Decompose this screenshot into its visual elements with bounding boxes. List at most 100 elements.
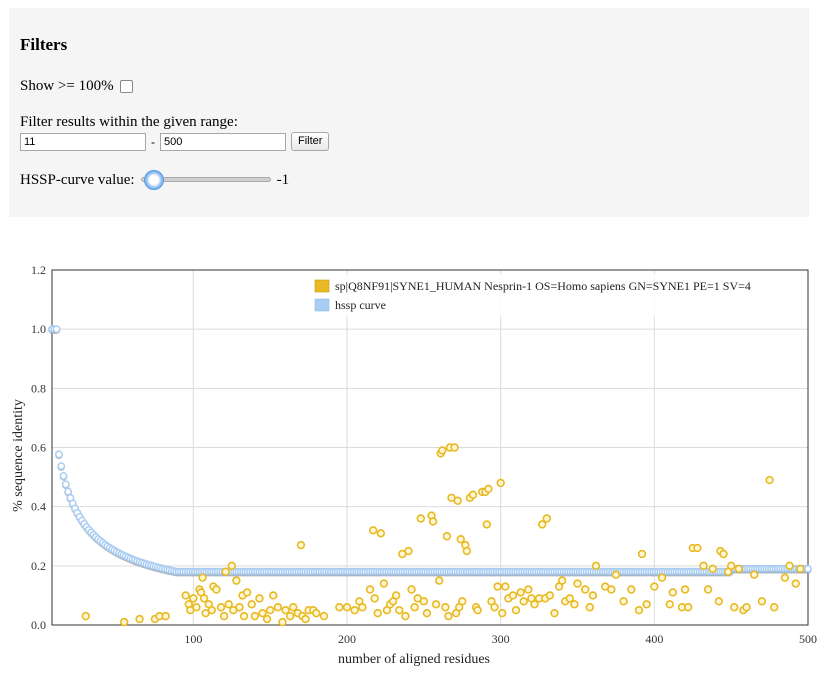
nesprin-point <box>281 606 290 615</box>
nesprin-point <box>368 526 378 535</box>
range-max-input[interactable]: 500 <box>160 132 286 151</box>
nesprin-point <box>227 561 236 571</box>
x-tick-label: 400 <box>645 632 663 646</box>
nesprin-point <box>637 549 647 559</box>
filter-button[interactable]: Filter <box>291 132 330 151</box>
nesprin-point <box>216 603 226 612</box>
y-tick-label: 0.2 <box>31 559 46 573</box>
nesprin-point <box>444 611 453 621</box>
nesprin-point <box>742 603 751 612</box>
hssp-point <box>54 450 63 459</box>
nesprin-point <box>607 585 616 594</box>
nesprin-point <box>537 520 547 529</box>
legend-label-nesprin: sp|Q8NF91|SYNE1_HUMAN Nesprin-1 OS=Homo … <box>335 279 751 293</box>
nesprin-point <box>642 600 651 609</box>
nesprin-point <box>780 573 790 582</box>
nesprin-point <box>395 606 404 615</box>
nesprin-point <box>198 573 207 582</box>
nesprin-point <box>545 591 555 600</box>
nesprin-point <box>376 529 386 538</box>
nesprin-point <box>189 594 198 603</box>
nesprin-point <box>416 514 425 523</box>
nesprin-point <box>468 490 478 500</box>
nesprin-point <box>484 484 493 494</box>
nesprin-point <box>410 603 419 612</box>
nesprin-point <box>657 573 667 582</box>
filters-panel: Filters Show >= 100% Filter results with… <box>9 8 809 217</box>
hssp-slider[interactable] <box>140 170 271 190</box>
x-axis-label: number of aligned residues <box>338 652 490 667</box>
nesprin-point <box>703 585 713 594</box>
nesprin-point <box>192 603 201 612</box>
nesprin-point <box>358 603 367 612</box>
nesprin-point <box>262 614 272 624</box>
nesprin-point <box>530 600 539 609</box>
y-axis-label: % sequence identity <box>11 399 26 512</box>
nesprin-point <box>611 570 621 579</box>
nesprin-point <box>580 585 590 594</box>
hssp-point <box>61 480 70 489</box>
nesprin-point <box>242 588 252 597</box>
nesprin-point <box>769 603 779 612</box>
nesprin-point <box>199 594 209 603</box>
nesprin-point <box>370 594 379 603</box>
nesprin-point <box>258 608 267 618</box>
nesprin-point <box>588 591 598 600</box>
hssp-slider-track[interactable] <box>140 177 271 182</box>
nesprin-point <box>719 549 728 559</box>
nesprin-point <box>565 594 575 603</box>
nesprin-point <box>699 561 708 571</box>
nesprin-point <box>404 546 413 556</box>
nesprin-point <box>219 611 229 621</box>
nesprin-point <box>285 611 295 621</box>
nesprin-point <box>422 608 432 618</box>
nesprin-point <box>120 617 129 627</box>
y-tick-label: 0.4 <box>31 500 46 514</box>
nesprin-point <box>542 514 551 523</box>
nesprin-point <box>791 579 800 588</box>
nesprin-point <box>161 611 170 621</box>
nesprin-point <box>319 611 329 621</box>
nesprin-point <box>496 478 505 488</box>
nesprin-point <box>296 540 306 550</box>
legend-box <box>308 274 805 316</box>
nesprin-point <box>365 585 375 594</box>
filters-title: Filters <box>20 35 68 54</box>
y-tick-label: 0.6 <box>31 441 46 455</box>
nesprin-point <box>335 603 344 612</box>
nesprin-point <box>796 564 805 573</box>
nesprin-point <box>431 600 441 609</box>
nesprin-point <box>680 585 690 594</box>
x-tick-label: 100 <box>184 632 202 646</box>
show-100-checkbox[interactable] <box>119 80 133 93</box>
y-tick-label: 0.8 <box>31 381 46 395</box>
identity-scatter-chart: 100 200 300 400 500 0.0 0.2 0.4 0.6 0.8 1.0 1.2 sp|Q… <box>11 263 817 667</box>
legend-label-hssp: hssp curve <box>335 298 386 312</box>
legend-swatch-nesprin <box>314 279 330 293</box>
hssp-label: HSSP-curve value: <box>20 171 135 188</box>
nesprin-point <box>627 585 636 594</box>
nesprin-point <box>570 600 579 609</box>
nesprin-point <box>511 606 521 615</box>
nesprin-point <box>441 603 450 612</box>
hssp-slider-thumb[interactable] <box>143 170 164 190</box>
nesprin-point <box>265 606 275 615</box>
nesprin-point <box>519 597 528 606</box>
nesprin-point <box>428 517 438 526</box>
x-tick-label: 500 <box>799 632 817 646</box>
nesprin-point <box>591 561 601 571</box>
range-min-input[interactable]: 11 <box>20 132 146 151</box>
hssp-point <box>52 325 61 334</box>
y-tick-label: 1.2 <box>31 263 46 277</box>
nesprin-point <box>135 614 144 624</box>
nesprin-point <box>278 617 287 627</box>
nesprin-point <box>462 546 472 556</box>
nesprin-point <box>350 606 359 615</box>
nesprin-point <box>224 600 233 609</box>
nesprin-point <box>650 582 659 591</box>
nesprin-point <box>342 603 352 612</box>
nesprin-point <box>453 496 462 505</box>
nesprin-point <box>435 576 444 585</box>
nesprin-point <box>419 597 429 606</box>
x-tick-label: 300 <box>492 632 510 646</box>
